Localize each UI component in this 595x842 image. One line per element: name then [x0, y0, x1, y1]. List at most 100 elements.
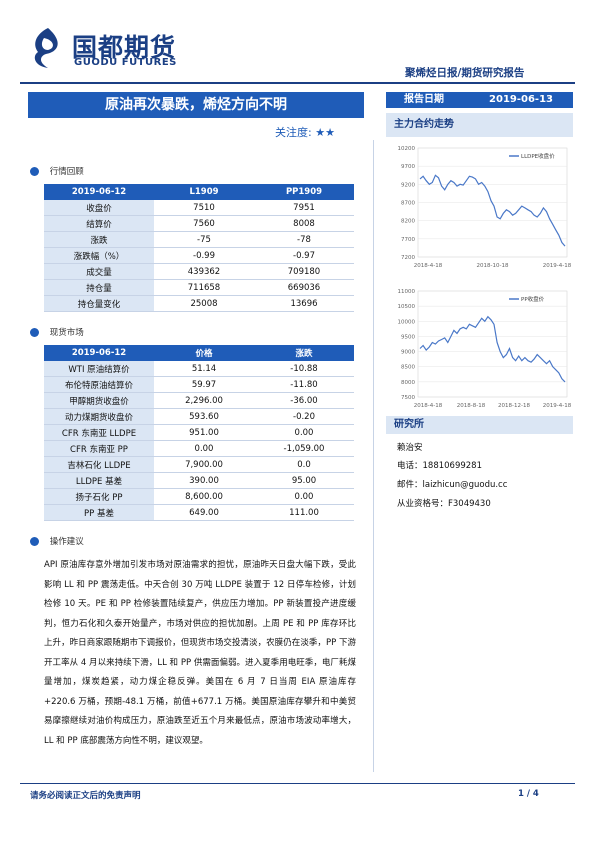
- row-label: 布伦特原油结算价: [44, 376, 154, 393]
- table-cell: 7510: [154, 200, 254, 216]
- table-cell: 51.14: [154, 361, 254, 377]
- table-row: 结算价 7560 8008: [44, 215, 354, 232]
- analyst-license: 从业资格号：F3049430: [397, 499, 491, 509]
- table-cell: 0.0: [254, 456, 354, 473]
- x-tick-label: 2018-10-18: [477, 263, 509, 269]
- y-tick-label: 9700: [401, 164, 415, 170]
- attention-stars: ★★: [315, 126, 335, 139]
- attention-label: 关注度:: [275, 126, 312, 139]
- table-cell: 711658: [154, 279, 254, 296]
- x-tick-label: 2019-4-18: [543, 403, 572, 409]
- table-cell: -0.99: [154, 247, 254, 264]
- review-section-title: 行情回顾: [49, 167, 84, 177]
- report-date-value: 2019-06-13: [489, 94, 553, 105]
- table-cell: 0.00: [254, 424, 354, 441]
- table-cell: 8,600.00: [154, 488, 254, 505]
- y-tick-label: 11000: [398, 289, 416, 295]
- row-label: 持仓量变化: [44, 295, 154, 312]
- review-section-header: 行情回顾: [30, 165, 84, 177]
- y-tick-label: 9000: [401, 350, 415, 356]
- table-cell: -36.00: [254, 392, 354, 409]
- y-tick-label: 8700: [401, 201, 415, 207]
- section-bullet-icon: [30, 328, 39, 337]
- section-bullet-icon: [30, 537, 39, 546]
- y-tick-label: 10000: [398, 319, 416, 325]
- y-tick-label: 8000: [401, 380, 415, 386]
- table-cell: 25008: [154, 295, 254, 312]
- row-label: WTI 原油结算价: [44, 361, 154, 377]
- logo-name-en: GUODU FUTURES: [74, 57, 177, 68]
- legend-label: PP收盘价: [521, 295, 545, 303]
- table-cell: 7560: [154, 215, 254, 232]
- table-cell: 7951: [254, 200, 354, 216]
- y-tick-label: 8500: [401, 365, 415, 371]
- table-cell: -0.20: [254, 408, 354, 425]
- header-divider: [20, 82, 575, 84]
- table-header-cell: 2019-06-12: [44, 184, 154, 200]
- table-cell: 649.00: [154, 504, 254, 521]
- charts-section-title: 主力合约走势: [386, 113, 573, 137]
- review-table: 2019-06-12 L1909 PP1909 收盘价 7510 7951 结算价 7…: [44, 184, 354, 312]
- y-tick-label: 10200: [398, 146, 416, 152]
- table-cell: -78: [254, 231, 354, 248]
- row-label: 结算价: [44, 215, 154, 232]
- analyst-name: 赖治安: [397, 443, 423, 453]
- y-tick-label: 8200: [401, 219, 415, 225]
- spot-section-header: 现货市场: [30, 326, 84, 338]
- ops-section-title: 操作建议: [49, 537, 84, 547]
- table-cell: 593.60: [154, 408, 254, 425]
- table-cell: 0.00: [254, 488, 354, 505]
- table-row: 布伦特原油结算价 59.97 -11.80: [44, 376, 354, 393]
- page-number: 1 / 4: [518, 789, 539, 799]
- table-cell: 2,296.00: [154, 392, 254, 409]
- table-cell: -10.88: [254, 361, 354, 377]
- column-divider: [373, 140, 374, 772]
- table-cell: 0.00: [154, 440, 254, 457]
- table-header-cell: 2019-06-12: [44, 345, 154, 361]
- table-row: 动力煤期货收盘价 593.60 -0.20: [44, 408, 354, 425]
- x-tick-label: 2018-4-18: [414, 263, 443, 269]
- y-tick-label: 7200: [401, 255, 415, 261]
- spot-section-title: 现货市场: [49, 328, 84, 338]
- table-row: LLDPE 基差 390.00 95.00: [44, 472, 354, 489]
- table-cell: -75: [154, 231, 254, 248]
- table-row: 涨跌幅（%） -0.99 -0.97: [44, 247, 354, 264]
- table-row: CFR 东南亚 PP 0.00 -1,059.00: [44, 440, 354, 457]
- table-cell: 669036: [254, 279, 354, 296]
- row-label: CFR 东南亚 LLDPE: [44, 424, 154, 441]
- y-tick-label: 7500: [401, 395, 415, 401]
- report-title: 原油再次暴跌，烯烃方向不明: [28, 92, 364, 118]
- table-row: 收盘价 7510 7951: [44, 200, 354, 216]
- table-cell: 8008: [254, 215, 354, 232]
- table-cell: 709180: [254, 263, 354, 280]
- series-line: [419, 315, 566, 383]
- row-label: PP 基差: [44, 504, 154, 521]
- plot-area: [417, 290, 568, 398]
- y-tick-label: 10500: [398, 304, 416, 310]
- lldpe-price-chart: 10200 9700 9200 8700 8200 7700 7200 2018-4-18 20…: [398, 146, 572, 269]
- spot-table: 2019-06-12 价格 涨跌 WTI 原油结算价 51.14 -10.88 布伦…: [44, 345, 354, 521]
- row-label: 动力煤期货收盘价: [44, 408, 154, 425]
- legend-label: LLDPE收盘价: [521, 152, 555, 160]
- table-row: 吉林石化 LLDPE 7,900.00 0.0: [44, 456, 354, 473]
- table-cell: 439362: [154, 263, 254, 280]
- logo-mark-icon: [34, 28, 58, 68]
- section-bullet-icon: [30, 167, 39, 176]
- table-row: 成交量 439362 709180: [44, 263, 354, 280]
- attention-rating: 关注度: ★★: [275, 124, 335, 140]
- y-tick-label: 9500: [401, 334, 415, 340]
- table-row: CFR 东南亚 LLDPE 951.00 0.00: [44, 424, 354, 441]
- table-header-row: 2019-06-12 价格 涨跌: [44, 345, 354, 361]
- y-tick-label: 7700: [401, 237, 415, 243]
- row-label: 甲醇期货收盘价: [44, 392, 154, 409]
- table-header-cell: PP1909: [254, 184, 354, 200]
- table-header-cell: 涨跌: [254, 345, 354, 361]
- table-cell: 390.00: [154, 472, 254, 489]
- row-label: 收盘价: [44, 200, 154, 216]
- company-logo: 国都期货 GUODU FUTURES: [28, 26, 198, 74]
- table-cell: -0.97: [254, 247, 354, 264]
- table-row: 持仓量 711658 669036: [44, 279, 354, 296]
- ops-section-header: 操作建议: [30, 535, 84, 547]
- analyst-email: 邮件：laizhicun@guodu.cc: [397, 480, 508, 490]
- row-label: 成交量: [44, 263, 154, 280]
